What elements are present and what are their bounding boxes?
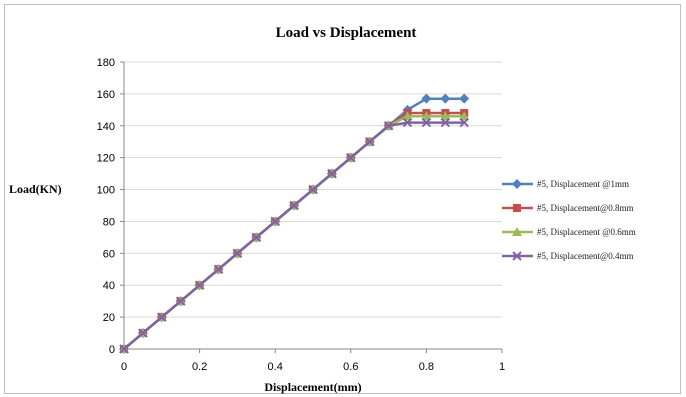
- axes: [123, 62, 502, 350]
- data-point: [308, 184, 318, 195]
- data-point: [459, 93, 470, 104]
- data-point: [232, 248, 243, 259]
- series-4: [119, 117, 469, 354]
- gridlines: [124, 61, 502, 318]
- data-point: [289, 200, 299, 211]
- legend-item-1: #5, Displacement @1mm: [502, 179, 629, 189]
- data-point: [157, 312, 167, 322]
- data-point: [459, 111, 470, 121]
- legend-label: #5, Displacement@0.4mm: [537, 251, 634, 261]
- legend-label: #5, Displacement@0.8mm: [537, 203, 634, 213]
- x-tick-label: 0: [121, 361, 127, 373]
- y-tick-label: 100: [97, 185, 115, 197]
- y-tick-label: 60: [103, 248, 115, 260]
- legend-item-3: #5, Displacement @0.6mm: [502, 227, 636, 237]
- data-point: [119, 344, 129, 354]
- data-point: [421, 117, 432, 128]
- y-tick-label: 40: [103, 280, 115, 292]
- data-point: [251, 232, 262, 243]
- y-tick-label: 180: [97, 57, 115, 69]
- data-point: [175, 296, 186, 306]
- chart-title: Load vs Displacement: [276, 25, 417, 41]
- y-tick-label: 80: [103, 216, 115, 228]
- legend-marker: [512, 251, 522, 261]
- series-line: [123, 97, 465, 350]
- legend-item-2: #5, Displacement@0.8mm: [502, 203, 634, 213]
- x-tick-label: 1: [499, 361, 505, 373]
- data-point: [383, 121, 394, 131]
- x-tick-labels: 0 0.2 0.4 0.6 0.8 1: [121, 349, 505, 373]
- legend-marker: [512, 179, 522, 189]
- series-line: [123, 121, 465, 350]
- series-lines: [119, 93, 470, 354]
- y-tick-label: 0: [109, 344, 115, 356]
- y-tick-label: 160: [97, 89, 115, 101]
- x-tick-label: 0.6: [343, 361, 358, 373]
- data-point: [364, 137, 375, 147]
- series-1: [119, 93, 470, 354]
- y-tick-label: 140: [97, 121, 115, 133]
- data-point: [459, 117, 469, 128]
- legend: #5, Displacement @1mm #5, Displacement@0.…: [502, 179, 636, 261]
- data-point: [421, 111, 432, 121]
- data-point: [327, 168, 337, 179]
- y-axis-title: Load(KN): [9, 182, 62, 196]
- x-axis-title: Displacement(mm): [264, 380, 361, 394]
- y-tick-label: 20: [103, 312, 115, 324]
- data-point: [440, 93, 451, 104]
- data-point: [213, 264, 224, 274]
- x-tick-label: 0.4: [268, 361, 283, 373]
- data-point: [194, 280, 205, 290]
- data-point: [346, 152, 356, 163]
- x-tick-label: 0.8: [419, 361, 434, 373]
- data-point: [440, 111, 451, 121]
- x-tick-label: 0.2: [192, 361, 207, 373]
- data-point: [402, 111, 413, 121]
- data-point: [421, 93, 432, 104]
- series-line: [123, 111, 465, 350]
- legend-item-4: #5, Displacement@0.4mm: [502, 251, 634, 261]
- data-point: [270, 216, 280, 227]
- legend-label: #5, Displacement @0.6mm: [537, 227, 636, 237]
- series-line: [123, 114, 465, 350]
- y-tick-labels: 0 20 40 60 80 100 120 140 160 180: [97, 57, 124, 356]
- data-point: [440, 117, 451, 128]
- chart-frame: [4, 4, 681, 394]
- data-point: [138, 328, 148, 338]
- legend-marker: [512, 227, 522, 236]
- y-tick-label: 120: [97, 153, 115, 165]
- series-2: [120, 109, 469, 353]
- legend-label: #5, Displacement @1mm: [537, 179, 629, 189]
- legend-marker: [513, 204, 521, 212]
- data-point: [402, 117, 413, 128]
